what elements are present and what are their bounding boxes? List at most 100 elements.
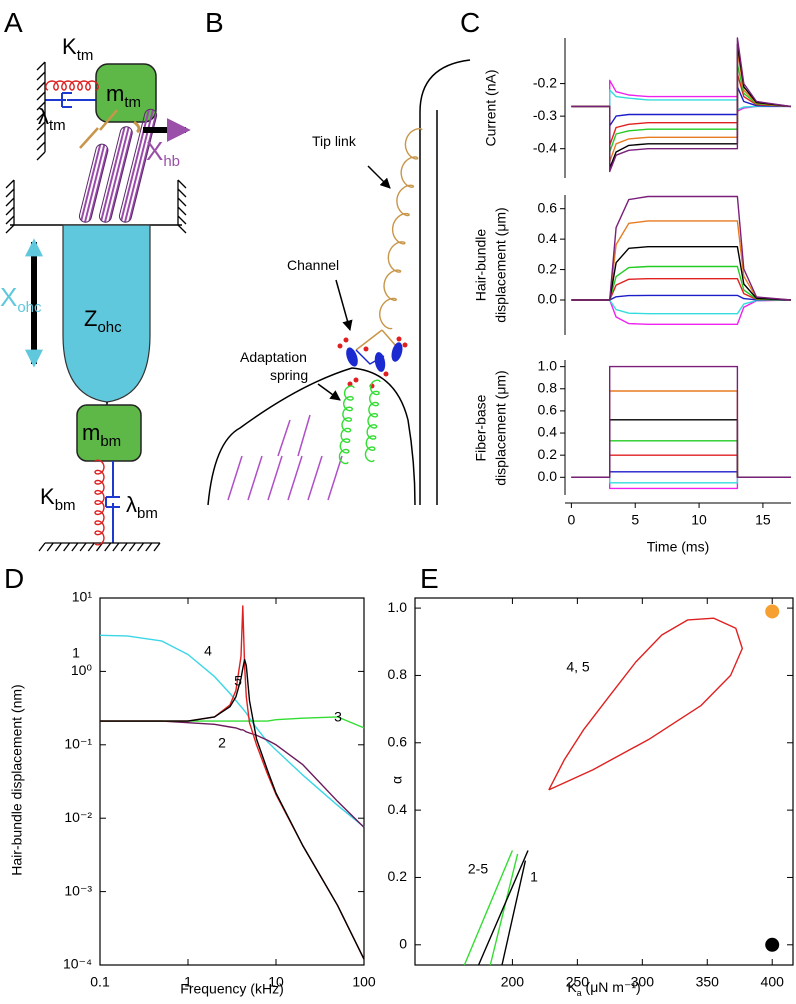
g-shape bbox=[78, 143, 109, 223]
circle-shape bbox=[363, 346, 369, 352]
path-shape bbox=[133, 120, 141, 134]
data-line bbox=[571, 299, 792, 315]
y-axis-label: displacement (μm) bbox=[493, 370, 509, 485]
g-shape bbox=[98, 126, 133, 223]
data-line bbox=[571, 73, 792, 147]
curve-label: 1 bbox=[530, 869, 538, 885]
x-tick-label: 15 bbox=[755, 512, 771, 528]
y-tick-label: 0.8 bbox=[388, 666, 408, 682]
y-axis-label: Current (nA) bbox=[483, 69, 499, 146]
y-axis-label: Hair-bundle displacement (nm) bbox=[9, 684, 25, 875]
y-tick-label: 10⁻² bbox=[64, 809, 92, 825]
tspan-shape: tm bbox=[124, 94, 141, 111]
y-tick-label: 0.6 bbox=[388, 733, 408, 749]
tspan-shape: Z bbox=[84, 306, 97, 331]
mass-label: mtm bbox=[106, 81, 141, 111]
x-axis-label: Time (ms) bbox=[647, 539, 709, 555]
path-shape bbox=[105, 461, 120, 543]
panel-label: A bbox=[4, 7, 23, 38]
impedance-label: Zohc bbox=[84, 306, 122, 336]
data-line bbox=[571, 390, 791, 478]
annotation: Tip link bbox=[312, 133, 357, 149]
x-tick-label: 100 bbox=[352, 974, 376, 990]
y-tick-label: 0.6 bbox=[538, 199, 558, 215]
tspan-shape: λ bbox=[38, 104, 49, 129]
data-line bbox=[571, 89, 791, 111]
annotation: spring bbox=[270, 367, 308, 383]
path-shape bbox=[45, 92, 97, 108]
path-shape bbox=[79, 109, 118, 149]
hair-bundle-diagram: Tip link Channel Adaptation spring bbox=[207, 59, 471, 506]
circle-shape bbox=[402, 342, 408, 348]
data-line bbox=[548, 617, 743, 791]
wall-hatch bbox=[5, 179, 15, 234]
data-line bbox=[100, 658, 365, 960]
y-tick-label: 10¹ bbox=[72, 589, 93, 605]
spring-coil bbox=[338, 385, 355, 465]
data-line bbox=[99, 634, 365, 828]
data-line bbox=[571, 294, 792, 301]
curve-label: 3 bbox=[334, 709, 342, 725]
y-tick-label: 0.4 bbox=[388, 801, 408, 817]
g-shape bbox=[337, 336, 408, 389]
curve-label: 4 bbox=[204, 643, 212, 659]
damper-label: λbm bbox=[126, 492, 158, 522]
x-tick-label: 300 bbox=[631, 974, 655, 990]
data-line bbox=[571, 220, 792, 301]
curve-label: 5 bbox=[234, 673, 242, 689]
x-axis-label-part: K bbox=[567, 979, 577, 995]
y-tick-label: 1.0 bbox=[538, 357, 558, 373]
y-tick-label: 0.2 bbox=[538, 446, 558, 462]
ellipse-shape bbox=[346, 347, 358, 367]
rect-shape bbox=[76, 404, 142, 462]
line-shape bbox=[367, 165, 391, 189]
circle-shape bbox=[396, 336, 402, 342]
plot-frame bbox=[414, 597, 794, 966]
tspan-shape: K bbox=[62, 34, 77, 59]
damper-label: λtm bbox=[38, 104, 66, 134]
x-tick-label: 0.1 bbox=[90, 974, 110, 990]
data-line bbox=[571, 476, 791, 484]
y-tick-label: 1.0 bbox=[388, 599, 408, 615]
y-tick-label: 0.4 bbox=[538, 424, 558, 440]
marker-dot bbox=[765, 604, 780, 619]
curve-label: 2-5 bbox=[468, 861, 488, 877]
tspan-shape: K bbox=[40, 484, 55, 509]
tspan-shape: bm bbox=[55, 497, 76, 514]
data-line bbox=[571, 365, 791, 478]
circle-shape bbox=[353, 377, 359, 383]
spring-coil bbox=[45, 80, 99, 91]
model-diagram: Ktm mtm λtm Xhb Xohc Zohc mbm Kbm λbm bbox=[0, 34, 191, 552]
data-line bbox=[571, 299, 792, 325]
x-tick-label: 200 bbox=[501, 974, 525, 990]
displacement-label: Xohc bbox=[0, 282, 42, 316]
x-tick-label: 10 bbox=[691, 512, 707, 528]
x-tick-label: 1 bbox=[184, 974, 192, 990]
y-tick-label: -0.3 bbox=[533, 107, 557, 123]
curve-label: 1 bbox=[72, 645, 80, 661]
tspan-shape: tm bbox=[49, 117, 66, 134]
mass-label: mbm bbox=[82, 420, 121, 450]
wall-hatch bbox=[177, 179, 187, 234]
data-line bbox=[100, 716, 365, 729]
tspan-shape: ohc bbox=[17, 299, 42, 316]
displacement-label: Xhb bbox=[146, 136, 180, 170]
data-line bbox=[100, 605, 365, 960]
tspan-shape: m bbox=[106, 81, 124, 106]
rect-shape bbox=[95, 63, 157, 123]
tspan-shape: hb bbox=[163, 153, 180, 170]
y-tick-label: 0.2 bbox=[538, 260, 558, 276]
data-line bbox=[571, 454, 791, 478]
data-line bbox=[571, 419, 791, 478]
data-line bbox=[477, 850, 529, 966]
y-tick-label: 0.0 bbox=[538, 291, 558, 307]
tspan-shape: X bbox=[146, 136, 163, 166]
y-tick-label: -0.2 bbox=[533, 74, 557, 90]
spring-coil bbox=[378, 127, 423, 330]
y-tick-label: 10⁰ bbox=[71, 662, 93, 678]
x-tick-label: 10 bbox=[268, 974, 284, 990]
y-tick-label: 0.4 bbox=[538, 230, 558, 246]
data-line bbox=[463, 850, 519, 966]
g-shape bbox=[118, 108, 158, 223]
